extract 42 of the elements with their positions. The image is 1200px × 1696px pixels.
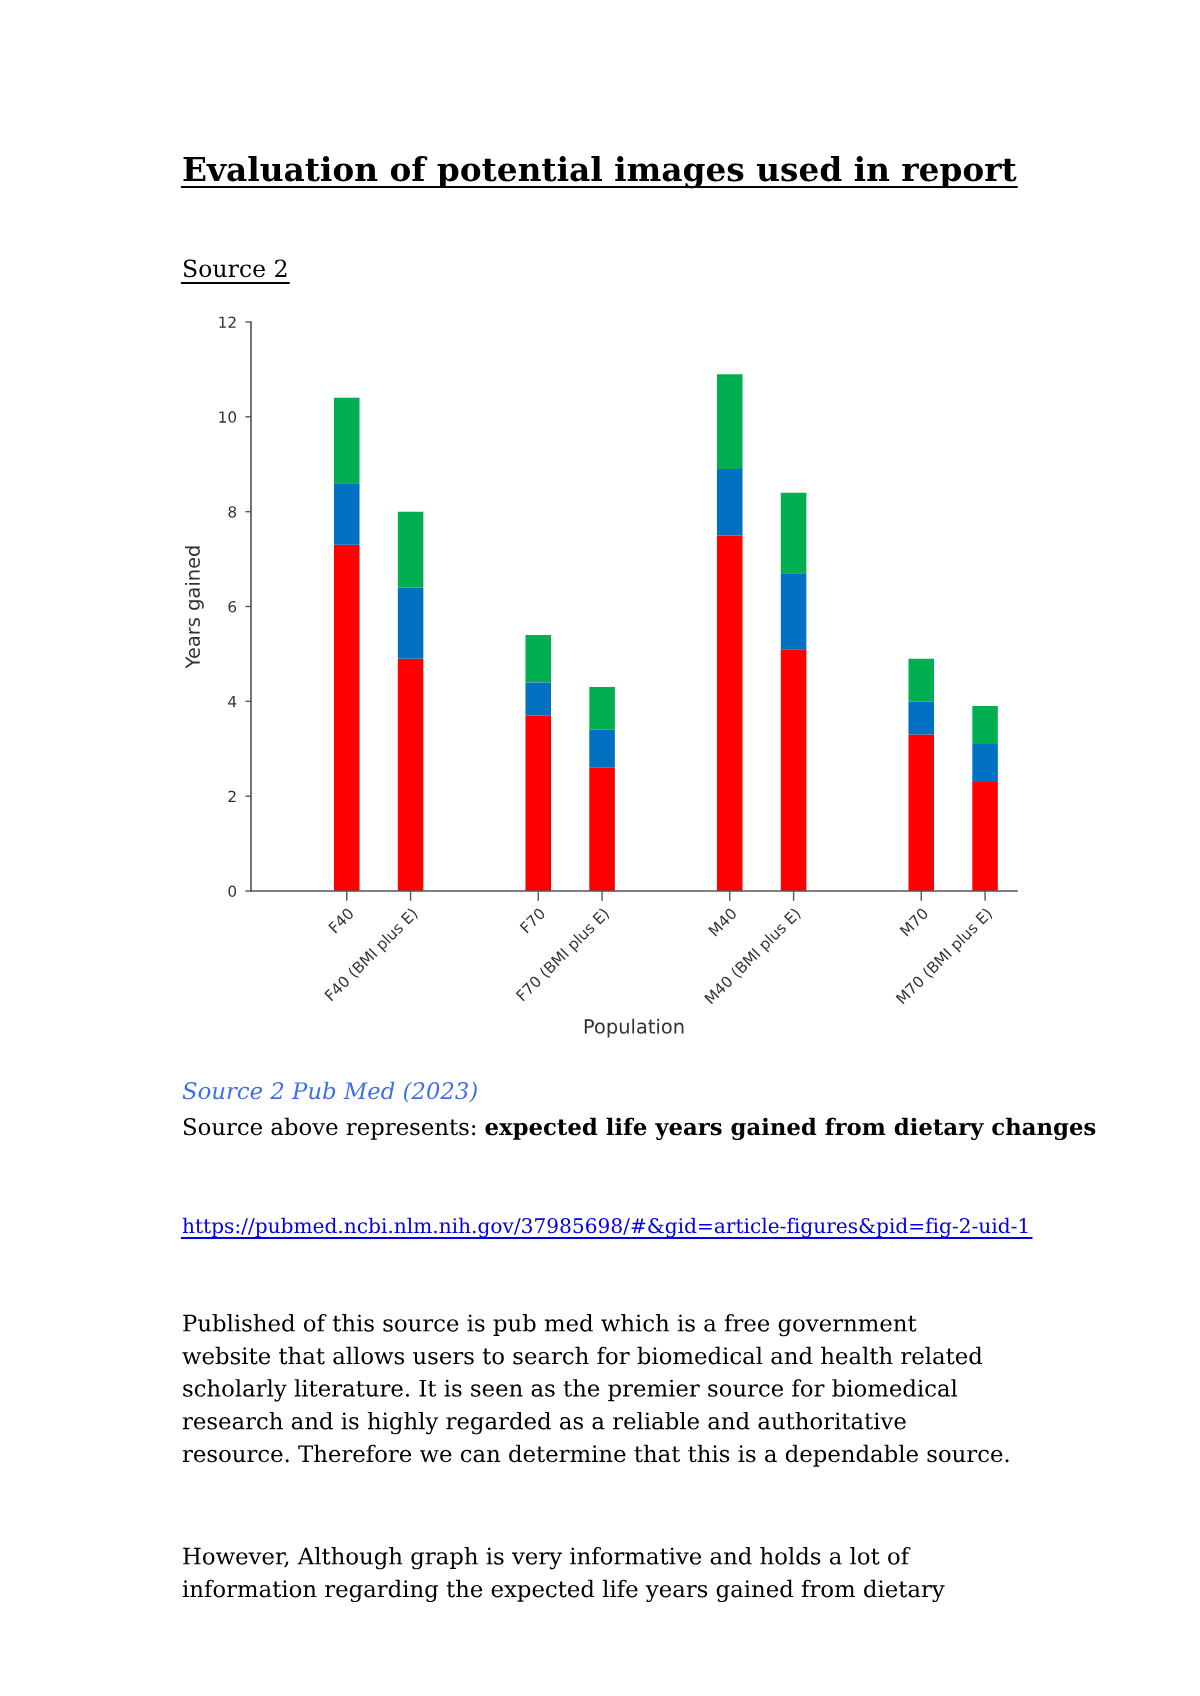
bar <box>908 701 935 735</box>
y-tick-label: 10 <box>219 411 237 423</box>
bar <box>589 687 615 730</box>
bar <box>525 634 552 683</box>
y-tick-label: 0 <box>228 885 237 898</box>
bar <box>716 535 743 891</box>
bar <box>908 734 935 891</box>
y-tick-label: 12 <box>219 316 236 328</box>
bar <box>397 587 424 659</box>
bar <box>333 544 360 891</box>
x-tick-label: F40 <box>328 907 355 934</box>
bar <box>780 649 807 891</box>
y-tick-label: 8 <box>228 506 237 518</box>
bar <box>525 715 552 891</box>
y-tick-label: 6 <box>228 600 237 613</box>
bar <box>780 492 807 574</box>
text: However, Although graph is very informative and holds a lot of information regarding the expected life years gained from dietary <box>182 1547 945 1603</box>
y-axis-title: Years gained <box>184 546 204 669</box>
bar <box>397 511 424 588</box>
x-axis-title: Population <box>584 1018 684 1038</box>
bar <box>589 767 615 891</box>
bar <box>972 706 998 745</box>
bar <box>716 468 743 536</box>
bar <box>780 573 807 650</box>
bar <box>589 729 615 768</box>
bar <box>716 374 743 469</box>
bar <box>972 744 998 782</box>
y-tick-label: 2 <box>228 790 236 802</box>
bar <box>525 682 552 716</box>
text: https://pubmed.ncbi.nlm.nih.gov/37985698/#&gid=article-figures&pid=fig-2-uid-1 <box>182 1217 1028 1238</box>
bar <box>333 483 360 545</box>
chart-subtitle: Source 2 <box>183 259 287 278</box>
chart-title: Evaluation of potential images used in report <box>183 156 1017 189</box>
text: Published of this source is pub med which is a free government website that allows users to search for biomedical and health related scholarly literature. It is seen as the premier source for biomedical research and is highly regarded as a reliable and authoritative resource. Therefore we can determine that this is a dependable source. <box>182 1314 1009 1467</box>
bar <box>908 658 935 702</box>
bar <box>972 781 998 891</box>
y-tick-label: 4 <box>228 696 237 708</box>
source-note: Source above represents: <box>183 1117 476 1140</box>
text: expected life years gained from dietary changes <box>485 1117 1096 1141</box>
source-note: Source 2 Pub Med (2023) <box>182 1081 477 1103</box>
bar <box>397 658 424 891</box>
bar <box>333 397 360 484</box>
